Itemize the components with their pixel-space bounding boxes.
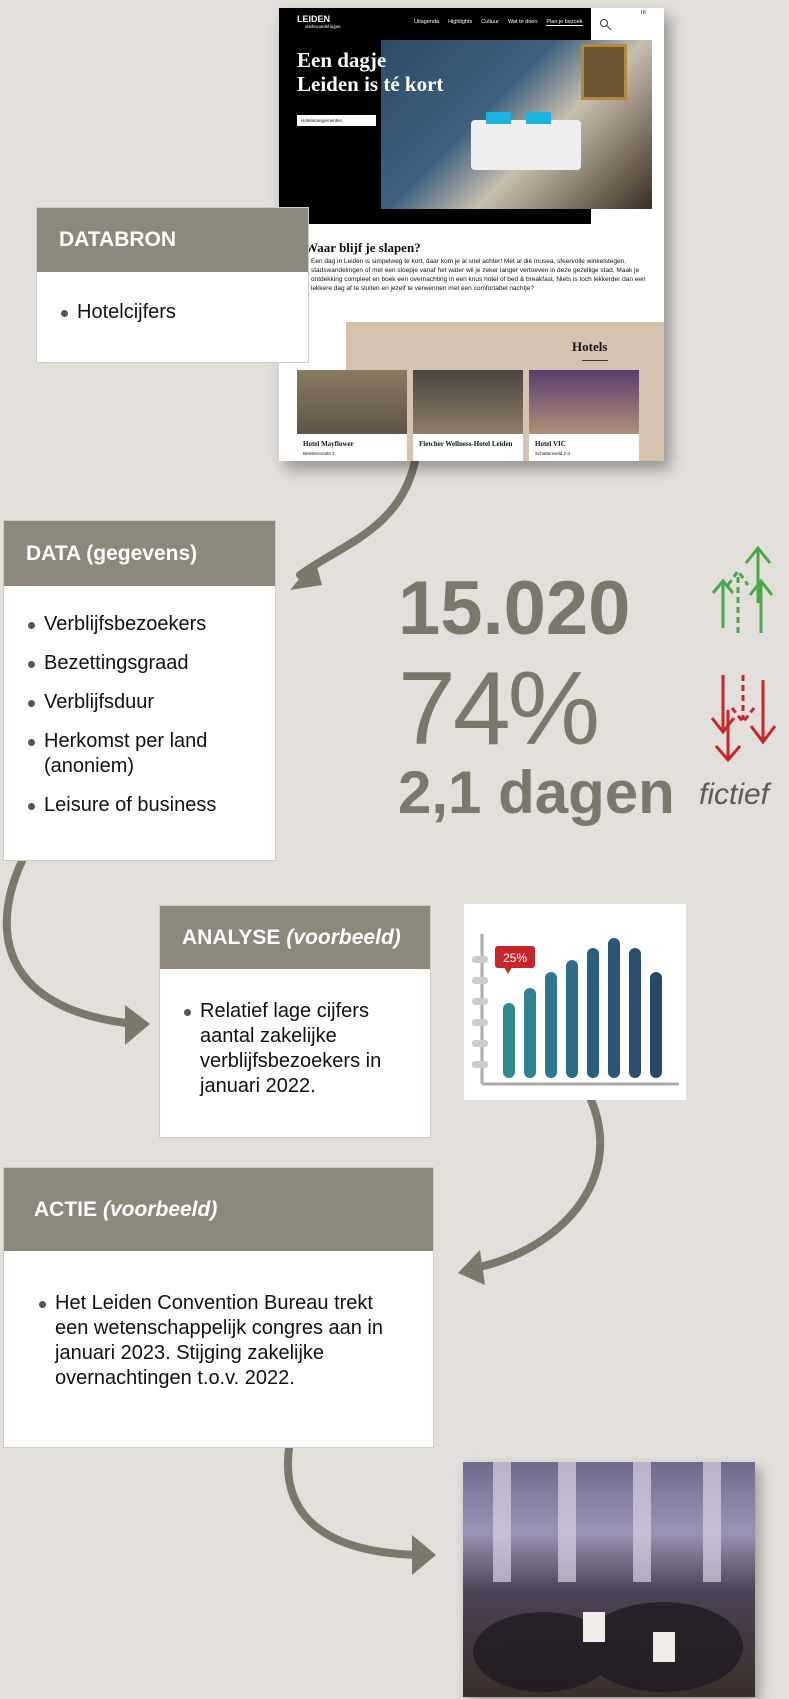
pillow	[486, 112, 511, 124]
box-header: ACTIE(voorbeeld)	[4, 1168, 433, 1251]
list: Verblijfsbezoekers Bezettingsgraad Verbl…	[26, 612, 263, 818]
rule	[582, 360, 608, 361]
list: Het Leiden Convention Bureau trekt een w…	[37, 1291, 393, 1391]
nav: Uitagenda Highlights Cultuur Wat te doen…	[414, 19, 583, 26]
up-arrow	[728, 571, 748, 633]
box-title-note: (voorbeeld)	[103, 1198, 217, 1222]
list-item: Het Leiden Convention Bureau trekt een w…	[37, 1291, 393, 1391]
box-title: ACTIE	[34, 1198, 97, 1222]
search-bar: nl	[591, 8, 664, 40]
down-arrow	[751, 680, 775, 742]
congress-photo	[463, 1462, 755, 1697]
logo: LEIDEN	[297, 14, 330, 24]
list-item: Herkomst per land (anoniem)	[26, 729, 263, 779]
chart-icon: 25%	[464, 904, 686, 1100]
chart-icon-graphic: 25%	[464, 904, 686, 1100]
arrow	[300, 461, 415, 575]
hero-line: Leiden is té kort	[297, 72, 443, 96]
painting	[581, 44, 627, 100]
list-item: Verblijfsduur	[26, 690, 263, 715]
arrowhead	[412, 1535, 436, 1575]
down-arrow	[732, 675, 754, 722]
up-arrows	[708, 543, 778, 635]
arrow	[288, 1448, 420, 1555]
section-text: Een dag in Leiden is simpelweg te kort, …	[311, 257, 646, 293]
nav-item[interactable]: Plan je bezoek	[546, 19, 582, 26]
list: Relatief lage cijfers aantal zakelijke v…	[182, 999, 410, 1099]
box-header: DATA (gegevens)	[4, 521, 275, 586]
box-header: ANALYSE(voorbeeld)	[160, 906, 430, 969]
box-title: DATA (gegevens)	[26, 542, 197, 566]
down-arrows	[708, 670, 778, 765]
hotel-name: Hotel Mayflower	[303, 440, 407, 448]
arrowhead	[458, 1250, 485, 1285]
hotels-title: Hotels	[572, 339, 607, 355]
down-arrow	[712, 675, 734, 732]
arrow	[475, 1100, 600, 1268]
box-title: ANALYSE	[182, 926, 280, 950]
hotel-photo	[297, 370, 407, 434]
hotel-card[interactable]: Fletcher Wellness-Hotel Leiden	[413, 370, 523, 461]
hero-line: Een dagje	[297, 48, 443, 72]
section-title: Waar blijf je slapen?	[305, 240, 421, 256]
box-title-note: (voorbeeld)	[286, 926, 400, 950]
figure-note: fictief	[699, 778, 769, 812]
list-item: Relatief lage cijfers aantal zakelijke v…	[182, 999, 410, 1099]
hotel-card[interactable]: Hotel Mayflower Beestenmarkt 2	[297, 370, 407, 461]
callout-tip	[504, 967, 512, 974]
hotel-card[interactable]: Hotel VIC Schuttersveld 2-4	[529, 370, 639, 461]
list-item: Leisure of business	[26, 793, 263, 818]
hero-title: Een dagje Leiden is té kort	[297, 48, 443, 96]
page: Leiden data flow { "website": { "logo": …	[0, 0, 789, 1699]
nav-item[interactable]: Cultuur	[481, 19, 499, 26]
list: Hotelcijfers	[59, 300, 308, 325]
nav-item[interactable]: Wat te doen	[508, 19, 537, 26]
hero-button[interactable]: Hotelarrangementen	[297, 115, 376, 126]
figure-visitors: 15.020	[398, 565, 630, 652]
data-box: DATA (gegevens) Verblijfsbezoekers Bezet…	[3, 520, 276, 861]
nav-item[interactable]: Highlights	[448, 19, 472, 26]
photo-graphic	[463, 1462, 755, 1697]
actie-box: ACTIE(voorbeeld) Het Leiden Convention B…	[3, 1167, 434, 1448]
hotel-photo	[529, 370, 639, 434]
figure-duration: 2,1 dagen	[398, 758, 675, 827]
callout-label: 25%	[503, 951, 527, 965]
up-arrow	[746, 548, 770, 603]
website-screenshot: nl LEIDEN stadswandelingen Uitagenda Hig…	[279, 8, 664, 461]
analyse-box: ANALYSE(voorbeeld) Relatief lage cijfers…	[159, 905, 431, 1138]
nav-item[interactable]: Uitagenda	[414, 19, 439, 26]
box-header: DATABRON	[37, 208, 308, 272]
hotel-address: Beestenmarkt 2	[303, 451, 407, 456]
arrow	[7, 861, 135, 1024]
hotel-name: Hotel VIC	[535, 440, 639, 448]
hotel-address: Schuttersveld 2-4	[535, 451, 639, 456]
down-arrow	[716, 710, 740, 760]
lang: nl	[641, 10, 646, 16]
databron-box: DATABRON Hotelcijfers	[36, 207, 309, 363]
pillow	[526, 112, 551, 124]
list-item: Hotelcijfers	[59, 300, 308, 325]
logo-sub: stadswandelingen	[305, 25, 341, 30]
bed	[471, 120, 581, 170]
up-arrow	[750, 581, 772, 633]
list-item: Bezettingsgraad	[26, 651, 263, 676]
arrowhead	[125, 1005, 150, 1045]
search-icon	[599, 18, 613, 32]
hotel-name: Fletcher Wellness-Hotel Leiden	[419, 440, 523, 448]
up-arrow	[713, 581, 733, 628]
figure-occupancy: 74%	[398, 650, 597, 769]
list-item: Verblijfsbezoekers	[26, 612, 263, 637]
infographic: nl LEIDEN stadswandelingen Uitagenda Hig…	[0, 0, 789, 1699]
hotel-photo	[413, 370, 523, 434]
box-title: DATABRON	[59, 228, 176, 252]
